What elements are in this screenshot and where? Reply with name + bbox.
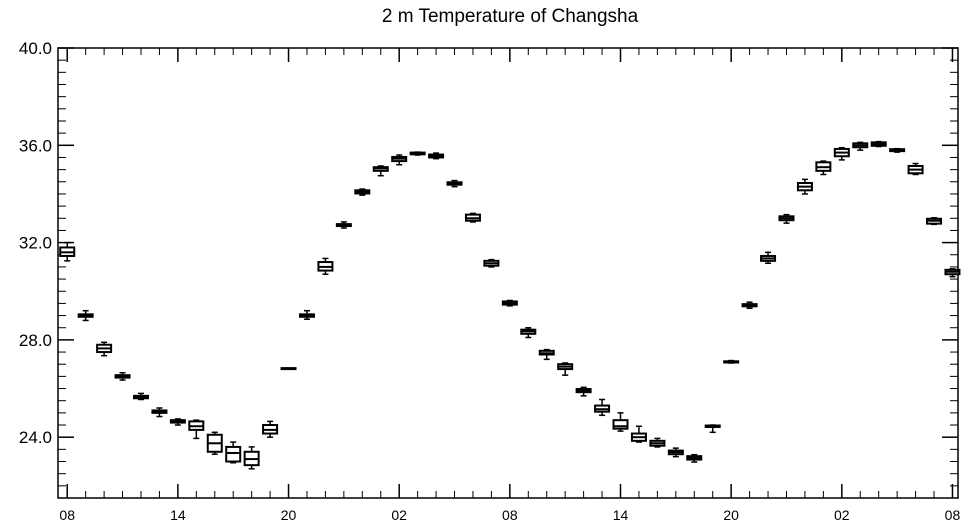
x-tick-label: 14: [170, 507, 186, 523]
x-tick-label: 02: [834, 507, 850, 523]
chart-title: 2 m Temperature of Changsha: [381, 6, 639, 27]
y-tick-label: 24.0: [19, 428, 52, 447]
x-tick-label: 20: [723, 507, 739, 523]
x-tick-label: 14: [613, 507, 629, 523]
y-tick-label: 36.0: [19, 136, 52, 155]
x-tick-label: 08: [502, 507, 518, 523]
x-tick-label: 20: [281, 507, 297, 523]
y-tick-label: 28.0: [19, 331, 52, 350]
x-tick-label: 08: [59, 507, 75, 523]
x-tick-label: 08: [945, 507, 961, 523]
box-iqr: [612, 419, 629, 430]
box-iqr: [225, 445, 242, 463]
x-tick-label: 02: [391, 507, 407, 523]
y-tick-label: 40.0: [19, 39, 52, 58]
y-tick-label: 32.0: [19, 234, 52, 253]
